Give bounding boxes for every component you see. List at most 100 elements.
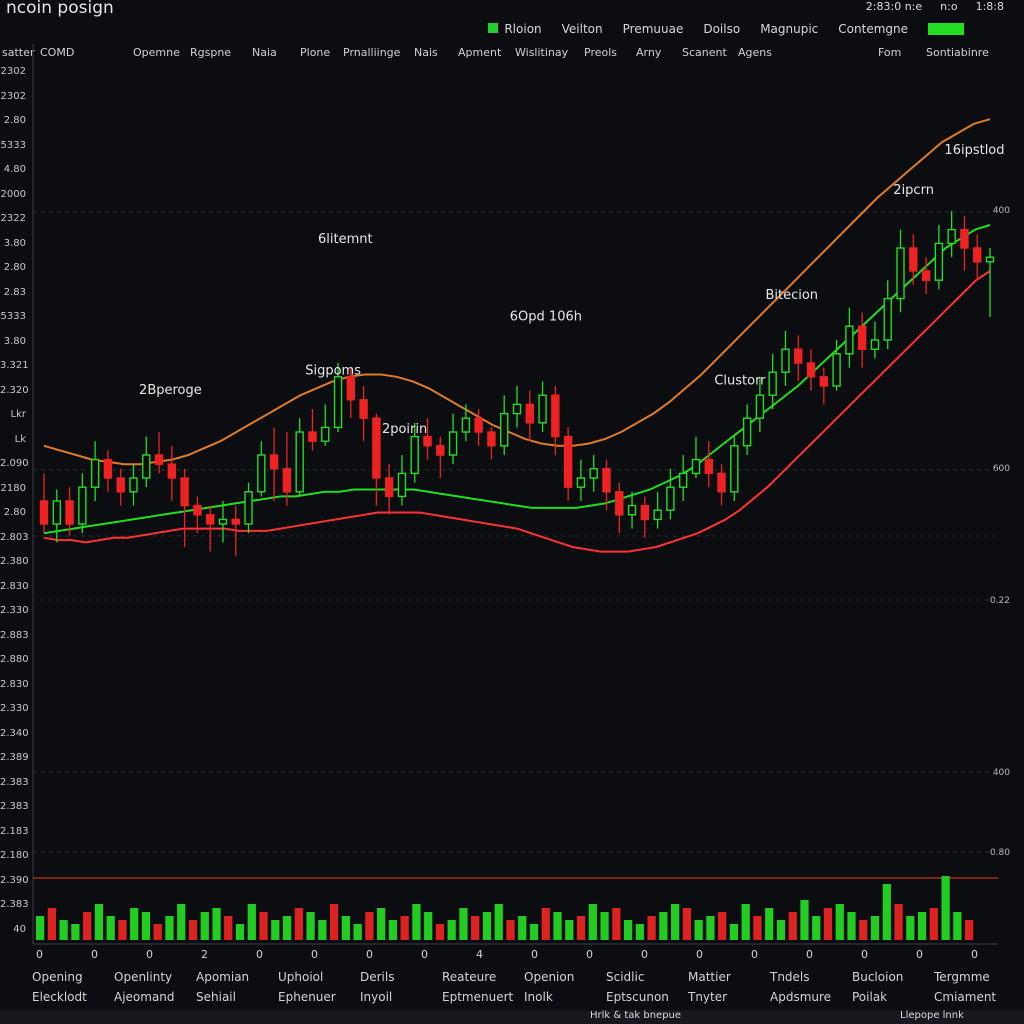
legend-item-rloion[interactable]: Rloion [488, 22, 542, 36]
footer-label[interactable]: Reateure [442, 970, 497, 984]
footer-sublabel: Ajeomand [114, 990, 175, 1004]
candle-body [333, 376, 343, 429]
volume-bar [682, 908, 692, 940]
y-tick-label: Lk [14, 433, 26, 445]
volume-bar [318, 920, 327, 940]
legend-swatch [488, 23, 499, 33]
header-col[interactable]: Naia [252, 46, 277, 59]
candle-body [346, 376, 356, 401]
header-col[interactable]: Fom [878, 46, 902, 59]
candle-body [576, 477, 586, 488]
footer-label[interactable]: Tndels [770, 970, 810, 984]
candle-body [282, 468, 292, 493]
candle-body [615, 491, 624, 516]
x-tick-label: 0 [861, 948, 868, 961]
y-tick-label: 40 [13, 923, 26, 935]
volume-bar [424, 912, 433, 940]
bottom-center-button[interactable]: Hrlk & tak bnepue [590, 1010, 682, 1021]
candle-body [627, 504, 637, 516]
footer-sublabel: Eptmenuert [442, 990, 514, 1004]
footer-label[interactable]: Openion [524, 970, 575, 984]
y-tick-label: 2322 [0, 213, 26, 224]
legend-item-doilso[interactable]: Doilso [703, 22, 741, 36]
header-col[interactable]: Wislitinay [515, 46, 569, 59]
footer-label[interactable]: Apomian [196, 970, 250, 984]
candle-body [691, 458, 701, 475]
footer-label[interactable]: Derils [360, 970, 395, 984]
footer-label[interactable]: Tergmme [934, 970, 990, 984]
candle-body [512, 403, 522, 415]
candle-body [794, 348, 803, 364]
top-right-status: 2:83:0 n:e n:o 1:8:8 [866, 0, 1004, 13]
header-col[interactable]: Rgspne [190, 46, 232, 59]
volume-bar [917, 912, 927, 940]
candle-body [39, 500, 49, 525]
y-tick-label: 2.383 [0, 899, 29, 910]
footer-label[interactable]: Openlinty [114, 970, 173, 984]
bottom-right-link[interactable]: Llepope lnnk [900, 1010, 964, 1021]
volume-bar [741, 904, 750, 940]
volume-bar [529, 924, 539, 940]
x-tick-label: 0 [586, 948, 593, 961]
header-col[interactable]: Apment [458, 46, 502, 59]
legend-item-veilton[interactable]: Veilton [561, 22, 603, 36]
y-tick-label: 2.80 [3, 507, 26, 518]
volume-bar [377, 908, 386, 940]
volume-bar [906, 916, 915, 940]
volume-bar [835, 904, 844, 940]
candle-body [321, 426, 330, 442]
y-tick-label: 5333 [0, 139, 26, 151]
candle-body [870, 339, 880, 350]
candle-body [678, 472, 688, 488]
candle-body [218, 518, 228, 525]
volume-bar [541, 908, 550, 940]
x-tick-label: 0 [91, 948, 98, 961]
legend-item-magnupic[interactable]: Magnupic [760, 22, 819, 36]
candle-body [129, 477, 138, 493]
footer-label[interactable]: Mattier [688, 970, 731, 984]
header-col[interactable]: Arny [636, 46, 662, 59]
candle-body [397, 472, 407, 498]
header-col[interactable]: Plone [300, 46, 331, 59]
header-col[interactable]: Nais [414, 46, 438, 59]
header-col[interactable]: Opemne [133, 46, 180, 59]
volume-bar [235, 924, 245, 940]
x-tick-label: 0 [641, 948, 648, 961]
header-col[interactable]: Agens [738, 46, 772, 59]
x-tick-label: 0 [806, 948, 813, 961]
volume-bar [800, 900, 809, 940]
y-tick-label: 2302 [0, 90, 26, 102]
candle-body [857, 325, 867, 350]
header-col[interactable]: Prnalliinge [343, 46, 401, 59]
footer-label[interactable]: Uphoiol [278, 970, 324, 984]
candle-body [269, 454, 279, 470]
volume-bar [588, 904, 597, 940]
y-tick-label: 2.380 [0, 556, 29, 567]
candle-body [78, 486, 87, 525]
header-col[interactable]: Preols [584, 46, 618, 59]
footer-label[interactable]: Opening [32, 970, 83, 984]
x-tick-label: 0 [311, 948, 318, 961]
legend-item-premuuae[interactable]: Premuuae [622, 22, 684, 36]
candle-body [487, 431, 496, 447]
bottom-bar: Hrlk & tak bnepue Llepope lnnk [0, 1010, 1024, 1024]
footer-label[interactable]: Scidlic [606, 970, 645, 984]
legend-item-contemgne[interactable]: Contemgne [838, 22, 908, 36]
y-tick-label: 3.80 [3, 335, 26, 347]
candle-body [921, 270, 931, 281]
footer-label[interactable]: Bucloion [852, 970, 904, 984]
y-tick-label: 3.80 [3, 237, 26, 249]
chart-annotation: 2ipcrn [893, 183, 934, 198]
x-tick-label: 4 [476, 948, 483, 961]
volume-bar [647, 916, 656, 940]
y-tick-label: 2.183 [0, 825, 29, 837]
chart-annotation: 16ipstlod [944, 143, 1004, 158]
candle-body [90, 458, 100, 488]
candle-body [500, 412, 509, 447]
volume-bar [329, 904, 339, 940]
header-col[interactable]: Sontiabinre [926, 46, 989, 59]
candle-body [205, 514, 215, 525]
candle-body [423, 435, 432, 447]
moving-average-line [43, 224, 991, 535]
header-col[interactable]: Scanent [682, 46, 727, 59]
